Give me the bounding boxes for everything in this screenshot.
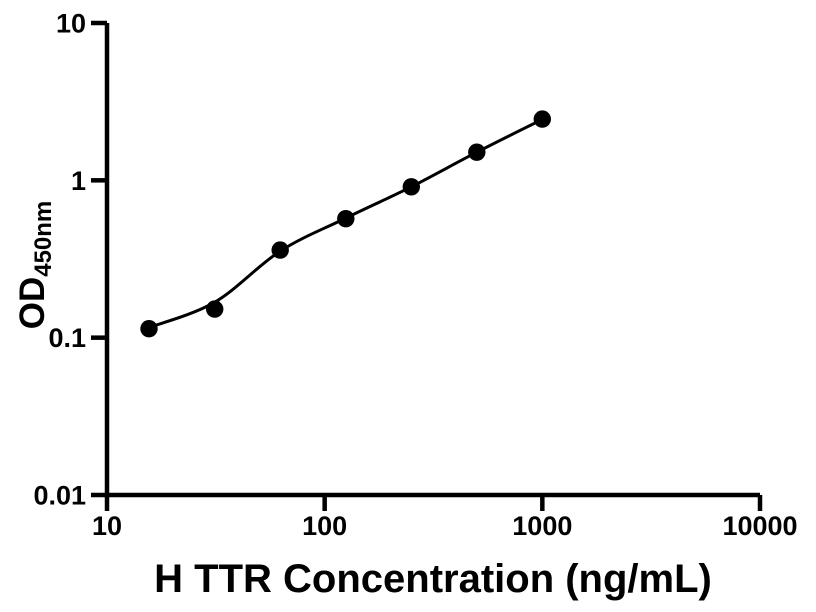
data-point: [533, 110, 551, 128]
y-axis-title: OD450nm: [13, 201, 57, 330]
axis-tick-labels: 10 100 1000 10000 10 1 0.1 0.01: [33, 9, 797, 542]
data-point: [468, 143, 486, 161]
data-point: [206, 300, 224, 318]
axis-ticks: [91, 20, 763, 511]
data-point: [140, 320, 158, 338]
y-tick-label: 1: [71, 166, 86, 196]
y-tick-label: 10: [56, 9, 86, 39]
x-tick-label: 10000: [722, 511, 797, 541]
x-axis-title: H TTR Concentration (ng/mL): [154, 557, 712, 601]
y-tick-label: 0.01: [33, 481, 86, 511]
data-point: [337, 210, 355, 228]
y-axis-title-subscript: 450nm: [30, 201, 57, 277]
data-point: [271, 241, 289, 259]
x-tick-label: 100: [302, 511, 347, 541]
x-tick-label: 1000: [512, 511, 572, 541]
y-tick-label: 0.1: [48, 323, 86, 353]
axes-frame: [104, 23, 760, 498]
data-points: [140, 110, 551, 338]
data-point: [402, 178, 420, 196]
y-axis-title-main: OD: [13, 277, 52, 330]
x-tick-label: 10: [92, 511, 122, 541]
